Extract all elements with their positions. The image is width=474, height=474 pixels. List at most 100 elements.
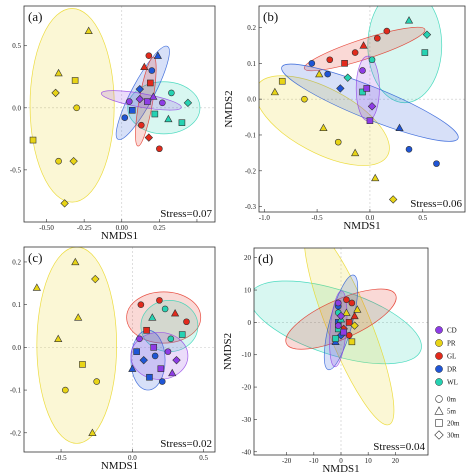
ellipse-dr	[281, 63, 459, 142]
point-pr-circle	[301, 95, 308, 103]
point-wl-square	[332, 335, 339, 342]
point-pr-diamond	[69, 156, 78, 166]
stress-annotation: Stress=0.02	[160, 438, 212, 450]
ellipse-gl	[303, 26, 426, 72]
point-cd-circle	[334, 299, 342, 307]
point-layer	[32, 257, 190, 436]
panel-a: -0.50 -0.25 0.00 0.25 0.5 0.0 -0.5 NMDS1 NMDS2 (a…	[0, 5, 216, 242]
legend-symbol-square	[435, 419, 443, 427]
y-tick-label: -0.3	[245, 203, 257, 211]
point-wl-triangle	[148, 313, 157, 321]
point-gl-square	[143, 326, 150, 334]
panel-c: -0.5 0.0 0.5 0.2 0.1 0.0 -0.1 -0.2 NMDS1 NMDS2 (c)…	[0, 246, 216, 472]
x-tick-label: 0.5	[418, 214, 427, 222]
point-pr-triangle	[74, 313, 83, 321]
x-tick-label: -0.5	[56, 454, 68, 462]
y-axis-label: NMDS2	[0, 331, 2, 368]
point-pr-triangle	[371, 173, 380, 182]
point-gl-circle	[138, 121, 145, 129]
legend: CD PR GL DR WL 0m 5m 20m 30m	[434, 326, 460, 440]
point-pr-triangle	[351, 148, 360, 157]
point-cd-triangle	[168, 368, 177, 377]
point-dr-circle	[324, 70, 331, 78]
point-dr-square	[128, 106, 136, 114]
point-cd-square	[144, 98, 151, 105]
legend-depth-30m: 30m	[434, 430, 460, 440]
point-gl-triangle	[350, 311, 359, 320]
panel-d: -20 -10 0 10 20 20 10 0 -10 -20 -30 -40 NMDS1 NMDS2 (d…	[222, 247, 429, 474]
point-dr-circle	[433, 160, 440, 167]
legend-swatch-pr	[435, 339, 443, 347]
point-gl-circle	[156, 145, 163, 153]
x-tick-label: 0.25	[153, 224, 166, 232]
x-tick-label: -10	[309, 457, 319, 465]
point-cd-circle	[359, 67, 366, 74]
point-gl-circle	[183, 318, 190, 326]
panel-label: (b)	[263, 9, 278, 24]
point-dr-circle	[148, 67, 156, 74]
point-gl-triangle	[170, 308, 180, 317]
point-pr-triangle	[71, 257, 80, 266]
point-dr-diamond	[135, 84, 144, 94]
plot-frame	[258, 5, 466, 213]
point-dr-circle	[151, 352, 159, 360]
legend-label: PR	[447, 340, 456, 348]
legend-label: 20m	[447, 420, 460, 428]
point-layer	[29, 26, 193, 208]
x-tick-label: -1.0	[259, 214, 271, 222]
point-wl-square	[359, 88, 366, 96]
y-tick-label: -0.1	[10, 387, 22, 395]
point-gl-circle	[374, 34, 381, 42]
ellipse-pr	[259, 75, 390, 166]
point-wl-triangle	[164, 114, 173, 123]
point-pr-circle	[62, 386, 69, 394]
legend-item-pr: PR	[435, 339, 456, 348]
point-pr-triangle	[54, 334, 63, 343]
point-gl-diamond	[144, 133, 154, 142]
stress-annotation: Stress=0.07	[160, 208, 212, 220]
point-gl-circle	[145, 52, 153, 59]
ellipse-pr	[29, 8, 115, 203]
legend-label: DR	[447, 366, 457, 374]
point-wl-square	[421, 49, 429, 56]
stress-annotation: Stress=0.06	[410, 198, 462, 210]
y-tick-label: -0.5	[10, 166, 22, 174]
point-gl-triangle	[140, 62, 149, 71]
y-tick-label: -40	[242, 448, 252, 456]
y-tick-label: 0.1	[247, 60, 256, 68]
y-tick-label: -10	[242, 351, 252, 359]
point-cd-diamond	[336, 311, 346, 321]
y-tick-label: -0.1	[245, 131, 257, 139]
legend-symbol-diamond	[434, 430, 444, 440]
x-tick-label: -0.5	[312, 214, 324, 222]
point-gl-triangle	[359, 41, 368, 49]
legend-label: 30m	[447, 432, 460, 440]
point-cd-circle	[164, 348, 172, 355]
point-cd-circle	[125, 98, 133, 105]
panel-label: (c)	[28, 250, 42, 265]
y-tick-label: -0.2	[245, 167, 257, 175]
point-pr-diamond	[388, 195, 398, 204]
point-wl-diamond	[183, 98, 193, 108]
point-wl-diamond	[343, 73, 352, 82]
point-cd-triangle	[149, 92, 158, 100]
point-cd-diamond	[135, 94, 144, 104]
legend-label: CD	[447, 327, 457, 335]
zero-guides	[254, 248, 428, 455]
x-tick-label: 0.00	[116, 224, 129, 232]
legend-item-gl: GL	[435, 352, 456, 361]
y-tick-label: 0.2	[247, 24, 256, 32]
stress-annotation: Stress=0.04	[373, 441, 425, 453]
legend-symbol-triangle	[434, 406, 444, 415]
point-pr-circle	[55, 157, 62, 165]
y-tick-label: -30	[242, 416, 252, 424]
point-dr-circle	[158, 378, 166, 385]
x-tick-label: -0.50	[39, 224, 54, 232]
point-gl-circle	[343, 296, 350, 304]
y-tick-label: 0.0	[12, 344, 21, 352]
x-tick-label: 20	[392, 457, 400, 465]
point-pr-square	[79, 361, 86, 368]
y-axis-label: NMDS2	[0, 95, 2, 132]
legend-label: 0m	[447, 396, 457, 404]
